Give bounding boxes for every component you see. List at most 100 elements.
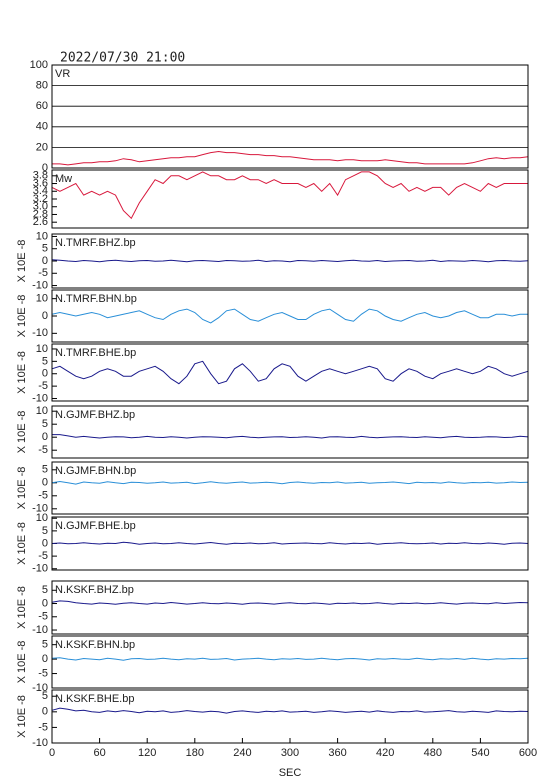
- panel-label: N.KSKF.BHN.bp: [55, 639, 135, 651]
- y-tick-label: -10: [32, 503, 48, 515]
- y-axis-label: X 10E -8: [16, 351, 28, 394]
- y-tick-label: 10: [36, 230, 48, 242]
- x-tick-label: 420: [376, 747, 394, 759]
- y-axis-label: X 10E -8: [16, 295, 28, 338]
- y-tick-label: 5: [42, 525, 48, 537]
- x-tick-label: 240: [233, 747, 251, 759]
- y-tick-label: -10: [32, 327, 48, 339]
- y-tick-label: 0: [42, 255, 48, 267]
- panel-label: N.GJMF.BHZ.bp: [55, 409, 135, 421]
- panel-frame: [51, 233, 529, 289]
- x-tick-label: 180: [186, 747, 204, 759]
- series-line: [51, 707, 529, 714]
- series-line: [51, 541, 529, 545]
- y-tick-label: 5: [42, 690, 48, 702]
- y-tick-label: 3.8: [33, 170, 48, 182]
- x-tick-label: 540: [471, 747, 489, 759]
- y-axis-label: X 10E -8: [16, 586, 28, 629]
- series-line: [51, 259, 529, 263]
- y-tick-label: 5: [42, 355, 48, 367]
- y-tick-label: -10: [32, 563, 48, 575]
- x-tick-label: 60: [93, 747, 105, 759]
- y-tick-label: 5: [42, 418, 48, 430]
- y-tick-label: 100: [30, 59, 48, 71]
- y-tick-label: 0: [42, 368, 48, 380]
- y-tick-label: 0: [42, 162, 48, 174]
- y-tick-label: -5: [38, 267, 48, 279]
- x-tick-label: 0: [49, 747, 55, 759]
- y-tick-label: 0: [42, 537, 48, 549]
- panel-frame: [51, 635, 529, 689]
- series-line: [51, 600, 529, 605]
- y-tick-label: -10: [32, 682, 48, 694]
- panel-label: Mw: [55, 173, 72, 185]
- series-line: [51, 480, 529, 485]
- y-tick-label: 3.4: [33, 185, 48, 197]
- y-tick-label: 0: [42, 706, 48, 718]
- y-tick-label: -5: [38, 444, 48, 456]
- panel-frame: [51, 343, 529, 402]
- panel-frame: [51, 580, 529, 635]
- y-tick-label: -5: [38, 611, 48, 623]
- y-tick-label: 10: [36, 343, 48, 355]
- y-tick-label: -5: [38, 667, 48, 679]
- series-line: [52, 150, 529, 166]
- y-axis-label: X 10E -8: [16, 467, 28, 510]
- y-tick-label: 0: [42, 310, 48, 322]
- y-axis-label: X 10E -8: [16, 641, 28, 684]
- series-line: [51, 360, 529, 385]
- x-tick-label: 120: [138, 747, 156, 759]
- y-tick-label: 10: [36, 512, 48, 524]
- y-tick-label: 0: [42, 477, 48, 489]
- y-tick-label: 5: [42, 464, 48, 476]
- series-line: [51, 657, 529, 661]
- y-tick-label: 40: [36, 121, 48, 133]
- y-tick-label: 5: [42, 639, 48, 651]
- y-tick-label: 10: [36, 293, 48, 305]
- y-tick-label: 2.8: [33, 208, 48, 220]
- panel-label: N.TMRF.BHE.bp: [55, 347, 136, 359]
- panel-label: N.TMRF.BHN.bp: [55, 293, 137, 305]
- panel-label: N.TMRF.BHZ.bp: [55, 237, 136, 249]
- y-tick-label: 0: [42, 653, 48, 665]
- y-tick-label: 2.6: [33, 216, 48, 228]
- y-tick-label: -5: [38, 380, 48, 392]
- y-axis-label: X 10E -8: [16, 411, 28, 454]
- panel-frame: [51, 516, 529, 571]
- y-tick-label: 20: [36, 141, 48, 153]
- x-axis-label: SEC: [279, 767, 302, 779]
- panel-label: N.GJMF.BHN.bp: [55, 465, 136, 477]
- panel-frame: [51, 169, 529, 229]
- panel-label: VR: [55, 68, 70, 80]
- y-tick-label: -10: [32, 624, 48, 636]
- panel-label: N.KSKF.BHE.bp: [55, 693, 134, 705]
- chart-title: 2022/07/30 21:00: [60, 51, 185, 66]
- series-line: [52, 434, 529, 439]
- y-tick-label: -10: [32, 392, 48, 404]
- y-tick-label: 5: [42, 243, 48, 255]
- y-tick-label: -10: [32, 737, 48, 749]
- y-tick-label: 0: [42, 431, 48, 443]
- y-tick-label: 0: [42, 597, 48, 609]
- y-tick-label: 3.2: [33, 193, 48, 205]
- x-tick-label: 600: [519, 747, 537, 759]
- y-axis-label: X 10E -8: [16, 522, 28, 565]
- y-tick-label: 80: [36, 80, 48, 92]
- panel-label: N.KSKF.BHZ.bp: [55, 584, 134, 596]
- panel-frame: [51, 461, 529, 515]
- series-line: [51, 171, 528, 220]
- y-tick-label: 10: [36, 405, 48, 417]
- y-tick-label: -5: [38, 721, 48, 733]
- y-axis-label: X 10E -8: [16, 695, 28, 738]
- y-tick-label: -5: [38, 550, 48, 562]
- y-tick-label: 5: [42, 584, 48, 596]
- x-tick-label: 300: [281, 747, 299, 759]
- y-tick-label: 3.6: [33, 177, 48, 189]
- x-tick-label: 360: [328, 747, 346, 759]
- y-axis-label: X 10E -8: [16, 240, 28, 283]
- x-tick-label: 480: [424, 747, 442, 759]
- series-line: [51, 308, 528, 324]
- panel-frame: [51, 64, 529, 169]
- panel-frame: [51, 289, 529, 343]
